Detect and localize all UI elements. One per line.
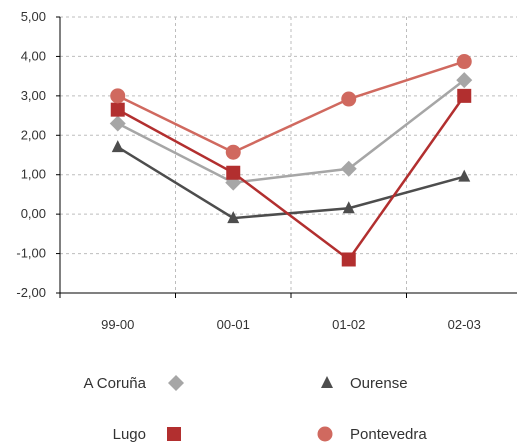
legend-item-ourense: Ourense — [321, 375, 408, 392]
x-tick-label: 01-02 — [332, 317, 365, 332]
series-pontevedra — [110, 54, 472, 160]
series-line-pontevedra — [117, 60, 465, 154]
data-point-pontevedra — [341, 91, 357, 107]
y-tick-label: 2,00 — [21, 127, 46, 142]
legend-marker-lugo — [167, 427, 181, 441]
data-point-lugo — [457, 88, 472, 103]
series-line-ourense — [117, 146, 465, 220]
data-point-ourense — [458, 169, 471, 182]
y-tick-label: 3,00 — [21, 88, 46, 103]
data-point-pontevedra — [225, 144, 241, 160]
legend-label: Pontevedra — [350, 426, 427, 443]
x-tick-label: 99-00 — [101, 317, 134, 332]
series-layer — [109, 54, 473, 267]
y-tick-labels: 5,00 4,00 3,00 2,00 1,00 0,00 -1,00 -2,00 — [16, 9, 46, 300]
legend-label: Ourense — [350, 375, 408, 392]
y-tick-label: 5,00 — [21, 9, 46, 24]
y-tick-label: -1,00 — [16, 246, 46, 261]
legend-marker-pontevedra — [317, 426, 333, 442]
legend-item-a-coru-a: A Coruña — [83, 375, 184, 392]
legend-item-pontevedra: Pontevedra — [317, 426, 427, 443]
y-tick-label: 0,00 — [21, 206, 46, 221]
y-tick-label: -2,00 — [16, 285, 46, 300]
data-point-a-coru-a — [456, 72, 473, 89]
legend-marker-a-coru-a — [168, 375, 184, 391]
series-ourense — [111, 140, 471, 224]
data-point-ourense — [342, 201, 355, 214]
legend-item-lugo: Lugo — [113, 426, 181, 443]
data-point-pontevedra — [456, 54, 472, 70]
series-line-a-coru-a — [117, 79, 466, 184]
y-tick-label: 4,00 — [21, 48, 46, 63]
legend-label: Lugo — [113, 426, 146, 443]
series-lugo — [110, 88, 472, 267]
data-point-a-coru-a — [340, 160, 357, 177]
x-tick-label: 02-03 — [448, 317, 481, 332]
data-point-ourense — [111, 140, 124, 153]
x-tick-label: 00-01 — [217, 317, 250, 332]
series-a-coru-a — [109, 72, 473, 191]
data-point-ourense — [227, 211, 240, 224]
legend-marker-ourense — [321, 376, 333, 388]
legend-label: A Coruña — [83, 375, 146, 392]
data-point-lugo — [226, 165, 241, 180]
data-point-lugo — [341, 252, 356, 267]
x-tick-labels: 99-00 00-01 01-02 02-03 — [101, 317, 481, 332]
series-line-lugo — [117, 95, 466, 262]
data-point-pontevedra — [110, 88, 126, 104]
data-point-a-coru-a — [109, 115, 126, 132]
axes — [56, 16, 517, 298]
data-point-lugo — [110, 102, 125, 117]
legend: A Coruña Ourense Lugo Pontevedra — [83, 375, 427, 443]
y-tick-label: 1,00 — [21, 167, 46, 182]
